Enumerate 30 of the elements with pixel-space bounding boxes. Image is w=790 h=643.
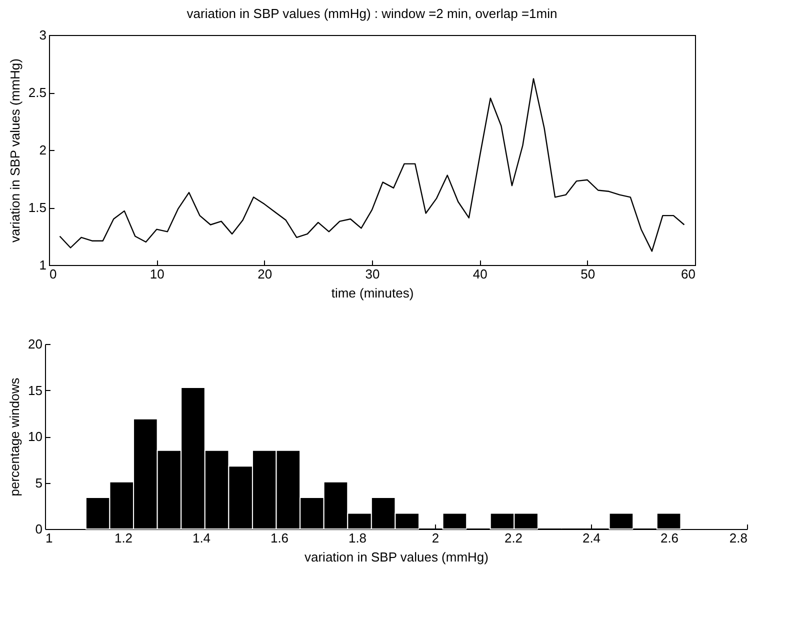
- x-tick-label: 2.6: [660, 530, 679, 546]
- y-tick-label: 15: [28, 382, 42, 398]
- y-tick-label: 5: [35, 475, 42, 490]
- x-tick-label: 20: [258, 266, 272, 282]
- y-tick-label: 10: [28, 429, 42, 444]
- y-tick-label: 1.5: [28, 200, 46, 215]
- x-tick-label: 1.6: [270, 530, 289, 546]
- x-tick-label: 0: [50, 266, 57, 282]
- line-series: [59, 78, 685, 252]
- x-tick-label: 60: [681, 266, 696, 282]
- x-tick-label: 1.8: [348, 530, 367, 546]
- x-tick-label: 40: [472, 266, 488, 282]
- y-tick-label: 20: [28, 336, 42, 352]
- x-tick-label: 50: [580, 266, 596, 282]
- chart-title: variation in SBP values (mmHg) : window =2 min, overlap =1min: [186, 6, 558, 21]
- x-tick-label: 1.4: [192, 530, 211, 546]
- y-tick-label: 2: [39, 142, 46, 158]
- y-tick-label: 3: [39, 28, 46, 42]
- y-axis-title: percentage windows: [7, 377, 22, 496]
- x-tick-label: 2.8: [729, 530, 748, 546]
- y-tick-label: 2.5: [28, 85, 46, 100]
- x-tick-label: 2.4: [582, 530, 601, 546]
- x-axis-title: time (minutes): [331, 286, 414, 300]
- y-axis-title: variation in SBP values (mmHg): [7, 58, 22, 242]
- x-tick-label: 1.2: [114, 530, 133, 546]
- x-tick-label: 2.2: [504, 530, 523, 546]
- x-axis-title: variation in SBP values (mmHg): [304, 550, 488, 564]
- x-tick-label: 2: [432, 530, 440, 546]
- x-tick-label: 30: [365, 266, 380, 282]
- x-tick-label: 10: [150, 266, 164, 282]
